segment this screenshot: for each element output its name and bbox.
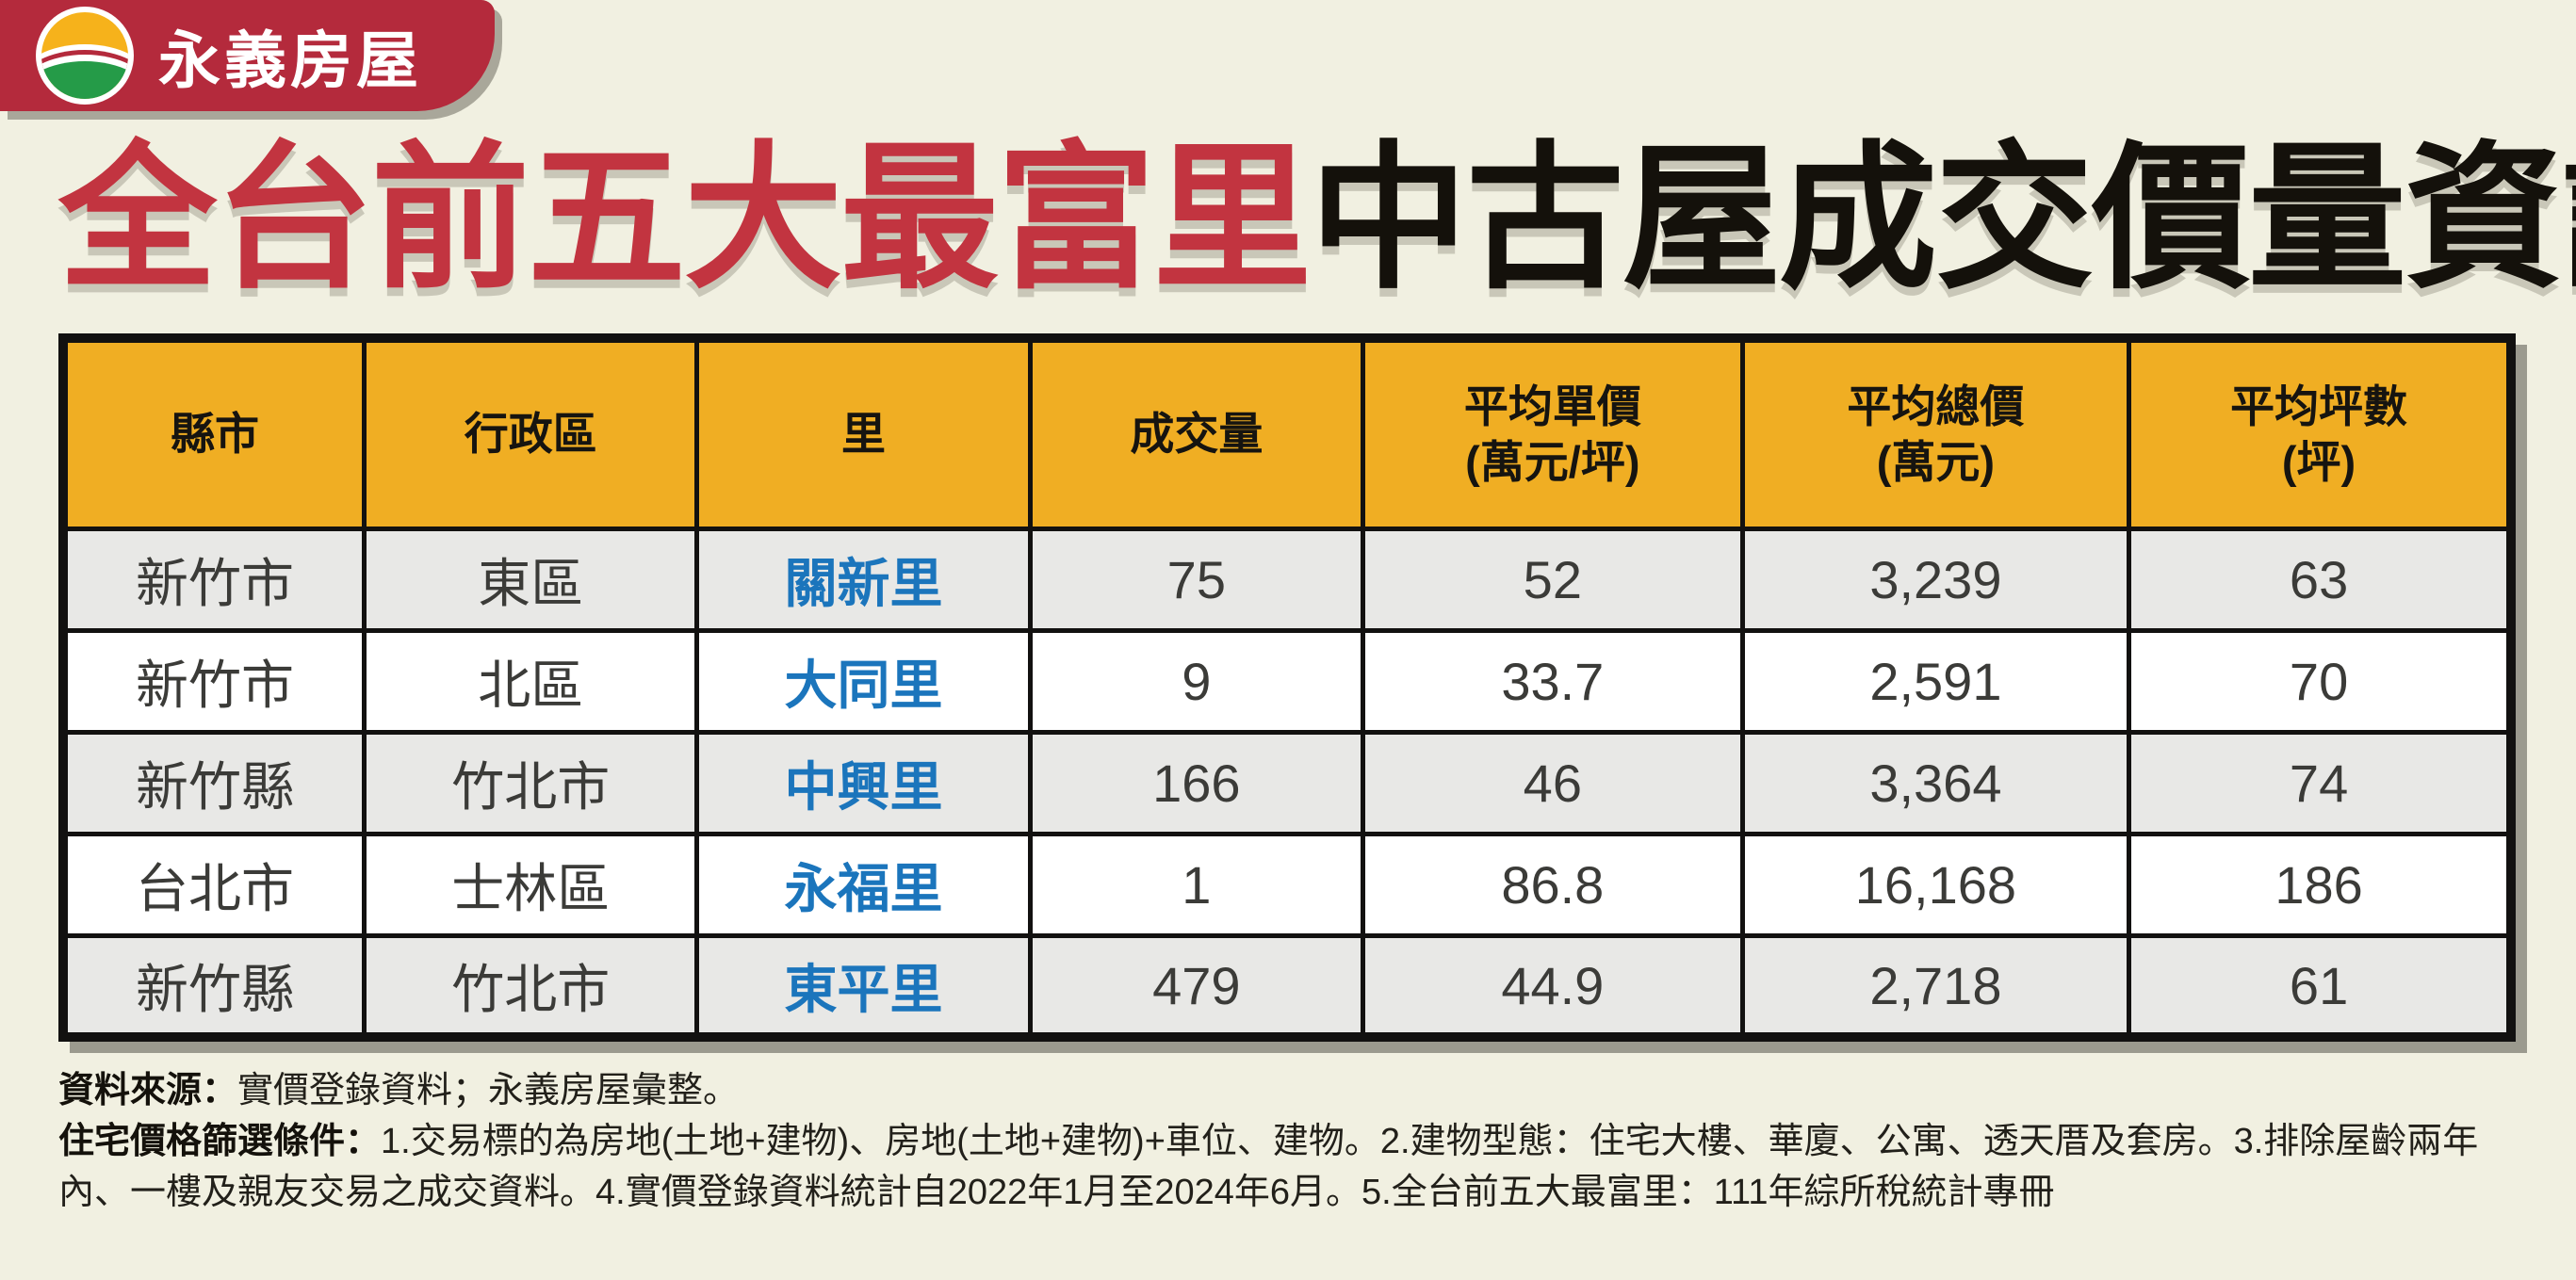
cell-volume: 166 [1027, 729, 1365, 836]
col-header-district-label: 行政區 [464, 409, 597, 460]
cell-district: 東區 [362, 526, 700, 633]
criteria-text: 1.交易標的為房地(土地+建物)、房地(土地+建物)+車位、建物。2.建物型態：… [58, 1122, 2479, 1213]
title-rest: 中古屋成交價量資訊 [1310, 130, 2576, 307]
col-header-unit-price-label: 平均單價 [1463, 381, 1641, 431]
criteria-label: 住宅價格篩選條件： [58, 1122, 382, 1162]
col-header-unit-price: 平均單價 (萬元/坪) [1360, 335, 1745, 531]
cell-district: 士林區 [362, 831, 700, 938]
page-title: 全台前五大最富里中古屋成交價量資訊 [58, 136, 2576, 301]
cell-unit-price: 86.8 [1360, 831, 1745, 938]
col-header-volume-label: 成交量 [1130, 409, 1264, 460]
cell-area: 70 [2127, 627, 2514, 735]
source-label: 資料來源： [58, 1071, 238, 1111]
title-highlight: 全台前五大最富里 [58, 130, 1312, 307]
cell-village: 關新里 [694, 526, 1033, 633]
cell-district: 竹北市 [362, 932, 700, 1040]
table-row: 新竹市 北區 大同里 9 33.7 2,591 70 [60, 627, 2514, 735]
source-note: 資料來源：實價登錄資料；永義房屋彙整。 [58, 1066, 2518, 1117]
cell-unit-price: 52 [1360, 526, 1745, 633]
cell-city: 新竹市 [60, 526, 367, 633]
col-header-unit-price-sub: (萬元/坪) [1465, 436, 1640, 487]
cell-volume: 75 [1027, 526, 1365, 633]
cell-unit-price: 44.9 [1360, 932, 1745, 1040]
cell-district: 竹北市 [362, 729, 700, 836]
cell-village: 永福里 [694, 831, 1033, 938]
col-header-area-label: 平均坪數 [2230, 381, 2408, 431]
brand-banner: 永義房屋 [0, 0, 495, 111]
cell-city: 新竹縣 [60, 729, 367, 836]
cell-total-price: 3,239 [1739, 526, 2132, 633]
logo-hill-shape [41, 61, 128, 99]
cell-total-price: 3,364 [1739, 729, 2132, 836]
source-text: 實價登錄資料；永義房屋彙整。 [237, 1071, 740, 1111]
cell-district: 北區 [362, 627, 700, 735]
col-header-city-label: 縣市 [171, 409, 260, 460]
cell-total-price: 2,591 [1739, 627, 2132, 735]
cell-volume: 479 [1027, 932, 1365, 1040]
cell-area: 186 [2127, 831, 2514, 938]
cell-area: 74 [2127, 729, 2514, 836]
cell-unit-price: 46 [1360, 729, 1745, 836]
col-header-total-price: 平均總價 (萬元) [1739, 335, 2132, 531]
table-row: 新竹市 東區 關新里 75 52 3,239 63 [60, 526, 2514, 633]
col-header-volume: 成交量 [1027, 335, 1365, 531]
col-header-area: 平均坪數 (坪) [2127, 335, 2514, 531]
cell-village: 大同里 [694, 627, 1033, 735]
table-row: 台北市 士林區 永福里 1 86.8 16,168 186 [60, 831, 2514, 938]
cell-volume: 1 [1027, 831, 1365, 938]
brand-logo-icon [36, 7, 134, 105]
cell-city: 新竹縣 [60, 932, 367, 1040]
col-header-total-price-label: 平均總價 [1847, 381, 2025, 431]
cell-city: 新竹市 [60, 627, 367, 735]
col-header-district: 行政區 [362, 335, 700, 531]
col-header-village-label: 里 [841, 409, 887, 460]
cell-village: 東平里 [694, 932, 1033, 1040]
cell-unit-price: 33.7 [1360, 627, 1745, 735]
footer-notes: 資料來源：實價登錄資料；永義房屋彙整。 住宅價格篩選條件：1.交易標的為房地(土… [58, 1066, 2518, 1219]
data-table-wrapper: 縣市 行政區 里 成交量 平均單價 (萬元/坪) 平均總價 (萬元) 平均坪數 (坪)… [58, 333, 2518, 1043]
table-row: 新竹縣 竹北市 中興里 166 46 3,364 74 [60, 729, 2514, 836]
cell-volume: 9 [1027, 627, 1365, 735]
cell-area: 63 [2127, 526, 2514, 633]
cell-area: 61 [2127, 932, 2514, 1040]
richest-villages-table: 縣市 行政區 里 成交量 平均單價 (萬元/坪) 平均總價 (萬元) 平均坪數 (坪)… [58, 333, 2516, 1043]
cell-total-price: 2,718 [1739, 932, 2132, 1040]
col-header-village: 里 [694, 335, 1033, 531]
col-header-city: 縣市 [60, 335, 367, 531]
col-header-area-sub: (坪) [2281, 436, 2356, 487]
criteria-note: 住宅價格篩選條件：1.交易標的為房地(土地+建物)、房地(土地+建物)+車位、建… [58, 1117, 2518, 1219]
table-row: 新竹縣 竹北市 東平里 479 44.9 2,718 61 [60, 932, 2514, 1040]
brand-name: 永義房屋 [158, 25, 422, 95]
col-header-total-price-sub: (萬元) [1876, 436, 1996, 487]
cell-city: 台北市 [60, 831, 367, 938]
cell-total-price: 16,168 [1739, 831, 2132, 938]
header-row: 縣市 行政區 里 成交量 平均單價 (萬元/坪) 平均總價 (萬元) 平均坪數 (坪) [60, 335, 2514, 531]
cell-village: 中興里 [694, 729, 1033, 836]
